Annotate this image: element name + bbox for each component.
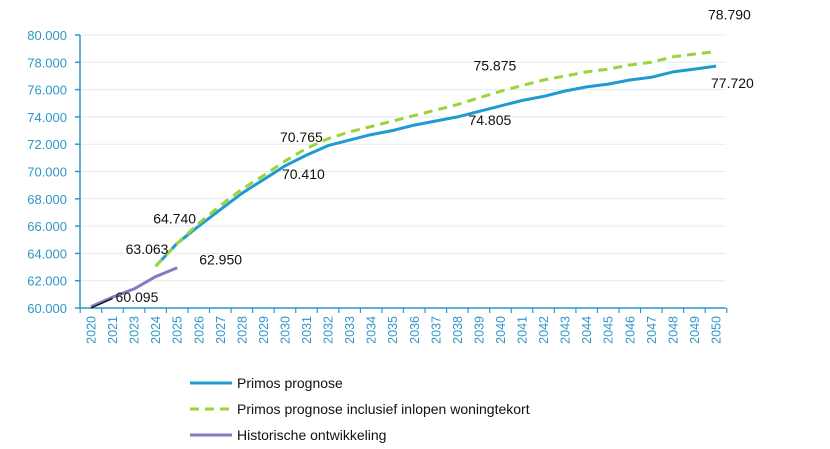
series-line-3 (90, 297, 113, 309)
x-tick-label: 2024 (149, 316, 163, 344)
legend-label: Primos prognose inclusief inlopen woning… (237, 401, 530, 417)
x-tick-label: 2031 (300, 316, 314, 344)
x-tick-label: 2029 (257, 316, 271, 344)
x-tick-label: 2037 (429, 316, 443, 344)
y-tick-label: 66.000 (27, 219, 67, 234)
y-tick-label: 76.000 (27, 83, 67, 98)
y-tick-label: 74.000 (27, 110, 67, 125)
x-tick-label: 2021 (106, 316, 120, 344)
y-tick-label: 78.000 (27, 55, 67, 70)
data-label: 62.950 (199, 252, 242, 268)
legend-label: Primos prognose (237, 375, 343, 391)
x-tick-label: 2033 (343, 316, 357, 344)
data-label: 78.790 (708, 7, 751, 23)
x-tick-label: 2034 (365, 316, 379, 344)
y-tick-label: 70.000 (27, 165, 67, 180)
x-tick-label: 2027 (214, 316, 228, 344)
x-tick-label: 2044 (580, 316, 594, 344)
x-tick-label: 2050 (710, 316, 724, 344)
x-tick-label: 2042 (537, 316, 551, 344)
x-tick-label: 2049 (688, 316, 702, 344)
series-line-0 (154, 64, 717, 268)
data-label: 64.740 (153, 210, 196, 226)
y-tick-label: 60.000 (27, 301, 67, 316)
x-tick-label: 2036 (408, 316, 422, 344)
x-tick-label: 2043 (559, 316, 573, 344)
y-tick-label: 68.000 (27, 192, 67, 207)
x-tick-label: 2030 (278, 316, 292, 344)
series-line-2 (90, 266, 178, 309)
x-tick-label: 2039 (472, 316, 486, 344)
legend-label: Historische ontwikkeling (237, 427, 386, 443)
x-tick-label: 2048 (666, 316, 680, 344)
data-label: 74.805 (468, 112, 511, 128)
x-tick-label: 2020 (85, 316, 99, 344)
x-tick-label: 2046 (623, 316, 637, 344)
x-tick-label: 2023 (128, 316, 142, 344)
y-tick-label: 80.000 (27, 28, 67, 43)
y-tick-label: 72.000 (27, 137, 67, 152)
x-tick-label: 2032 (322, 316, 336, 344)
x-tick-label: 2035 (386, 316, 400, 344)
y-tick-label: 62.000 (27, 274, 67, 289)
y-tick-label: 64.000 (27, 246, 67, 261)
data-label: 70.765 (280, 129, 323, 145)
x-tick-label: 2026 (192, 316, 206, 344)
data-label: 77.720 (711, 75, 754, 91)
data-label: 75.875 (473, 57, 516, 73)
x-tick-label: 2047 (645, 316, 659, 344)
data-label: 63.063 (126, 241, 169, 257)
x-tick-label: 2040 (494, 316, 508, 344)
data-label: 70.410 (282, 166, 325, 182)
x-tick-label: 2028 (235, 316, 249, 344)
data-label: 60.095 (116, 289, 159, 305)
x-tick-label: 2025 (171, 316, 185, 344)
x-tick-label: 2041 (516, 316, 530, 344)
x-tick-label: 2038 (451, 316, 465, 344)
series-line-1 (154, 50, 717, 268)
x-tick-label: 2045 (602, 316, 616, 344)
